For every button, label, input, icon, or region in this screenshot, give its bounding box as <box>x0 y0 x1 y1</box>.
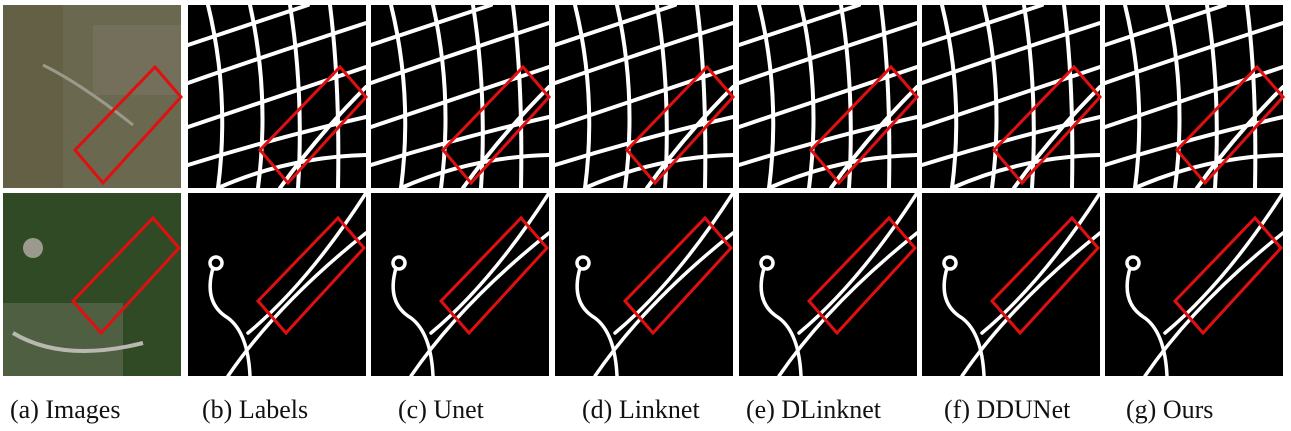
caption: (e) DLinknet <box>746 395 882 424</box>
caption: (d) Linknet <box>582 395 700 424</box>
result-panel <box>188 5 366 188</box>
caption: (b) Labels <box>202 395 308 424</box>
caption: (a) Images <box>10 395 120 424</box>
result-panel <box>371 5 549 188</box>
input-image <box>3 5 181 188</box>
caption: (c) Unet <box>398 395 485 424</box>
caption: (f) DDUNet <box>944 395 1071 424</box>
figure: (a) Images (b) Labels (c) Unet (d) Linkn… <box>0 0 1291 431</box>
captions: (a) Images (b) Labels (c) Unet (d) Linkn… <box>10 395 1213 424</box>
result-panel <box>555 5 733 188</box>
caption: (g) Ours <box>1126 395 1213 424</box>
result-panel <box>922 5 1100 188</box>
result-panel <box>739 5 917 188</box>
result-panel <box>1105 5 1283 188</box>
